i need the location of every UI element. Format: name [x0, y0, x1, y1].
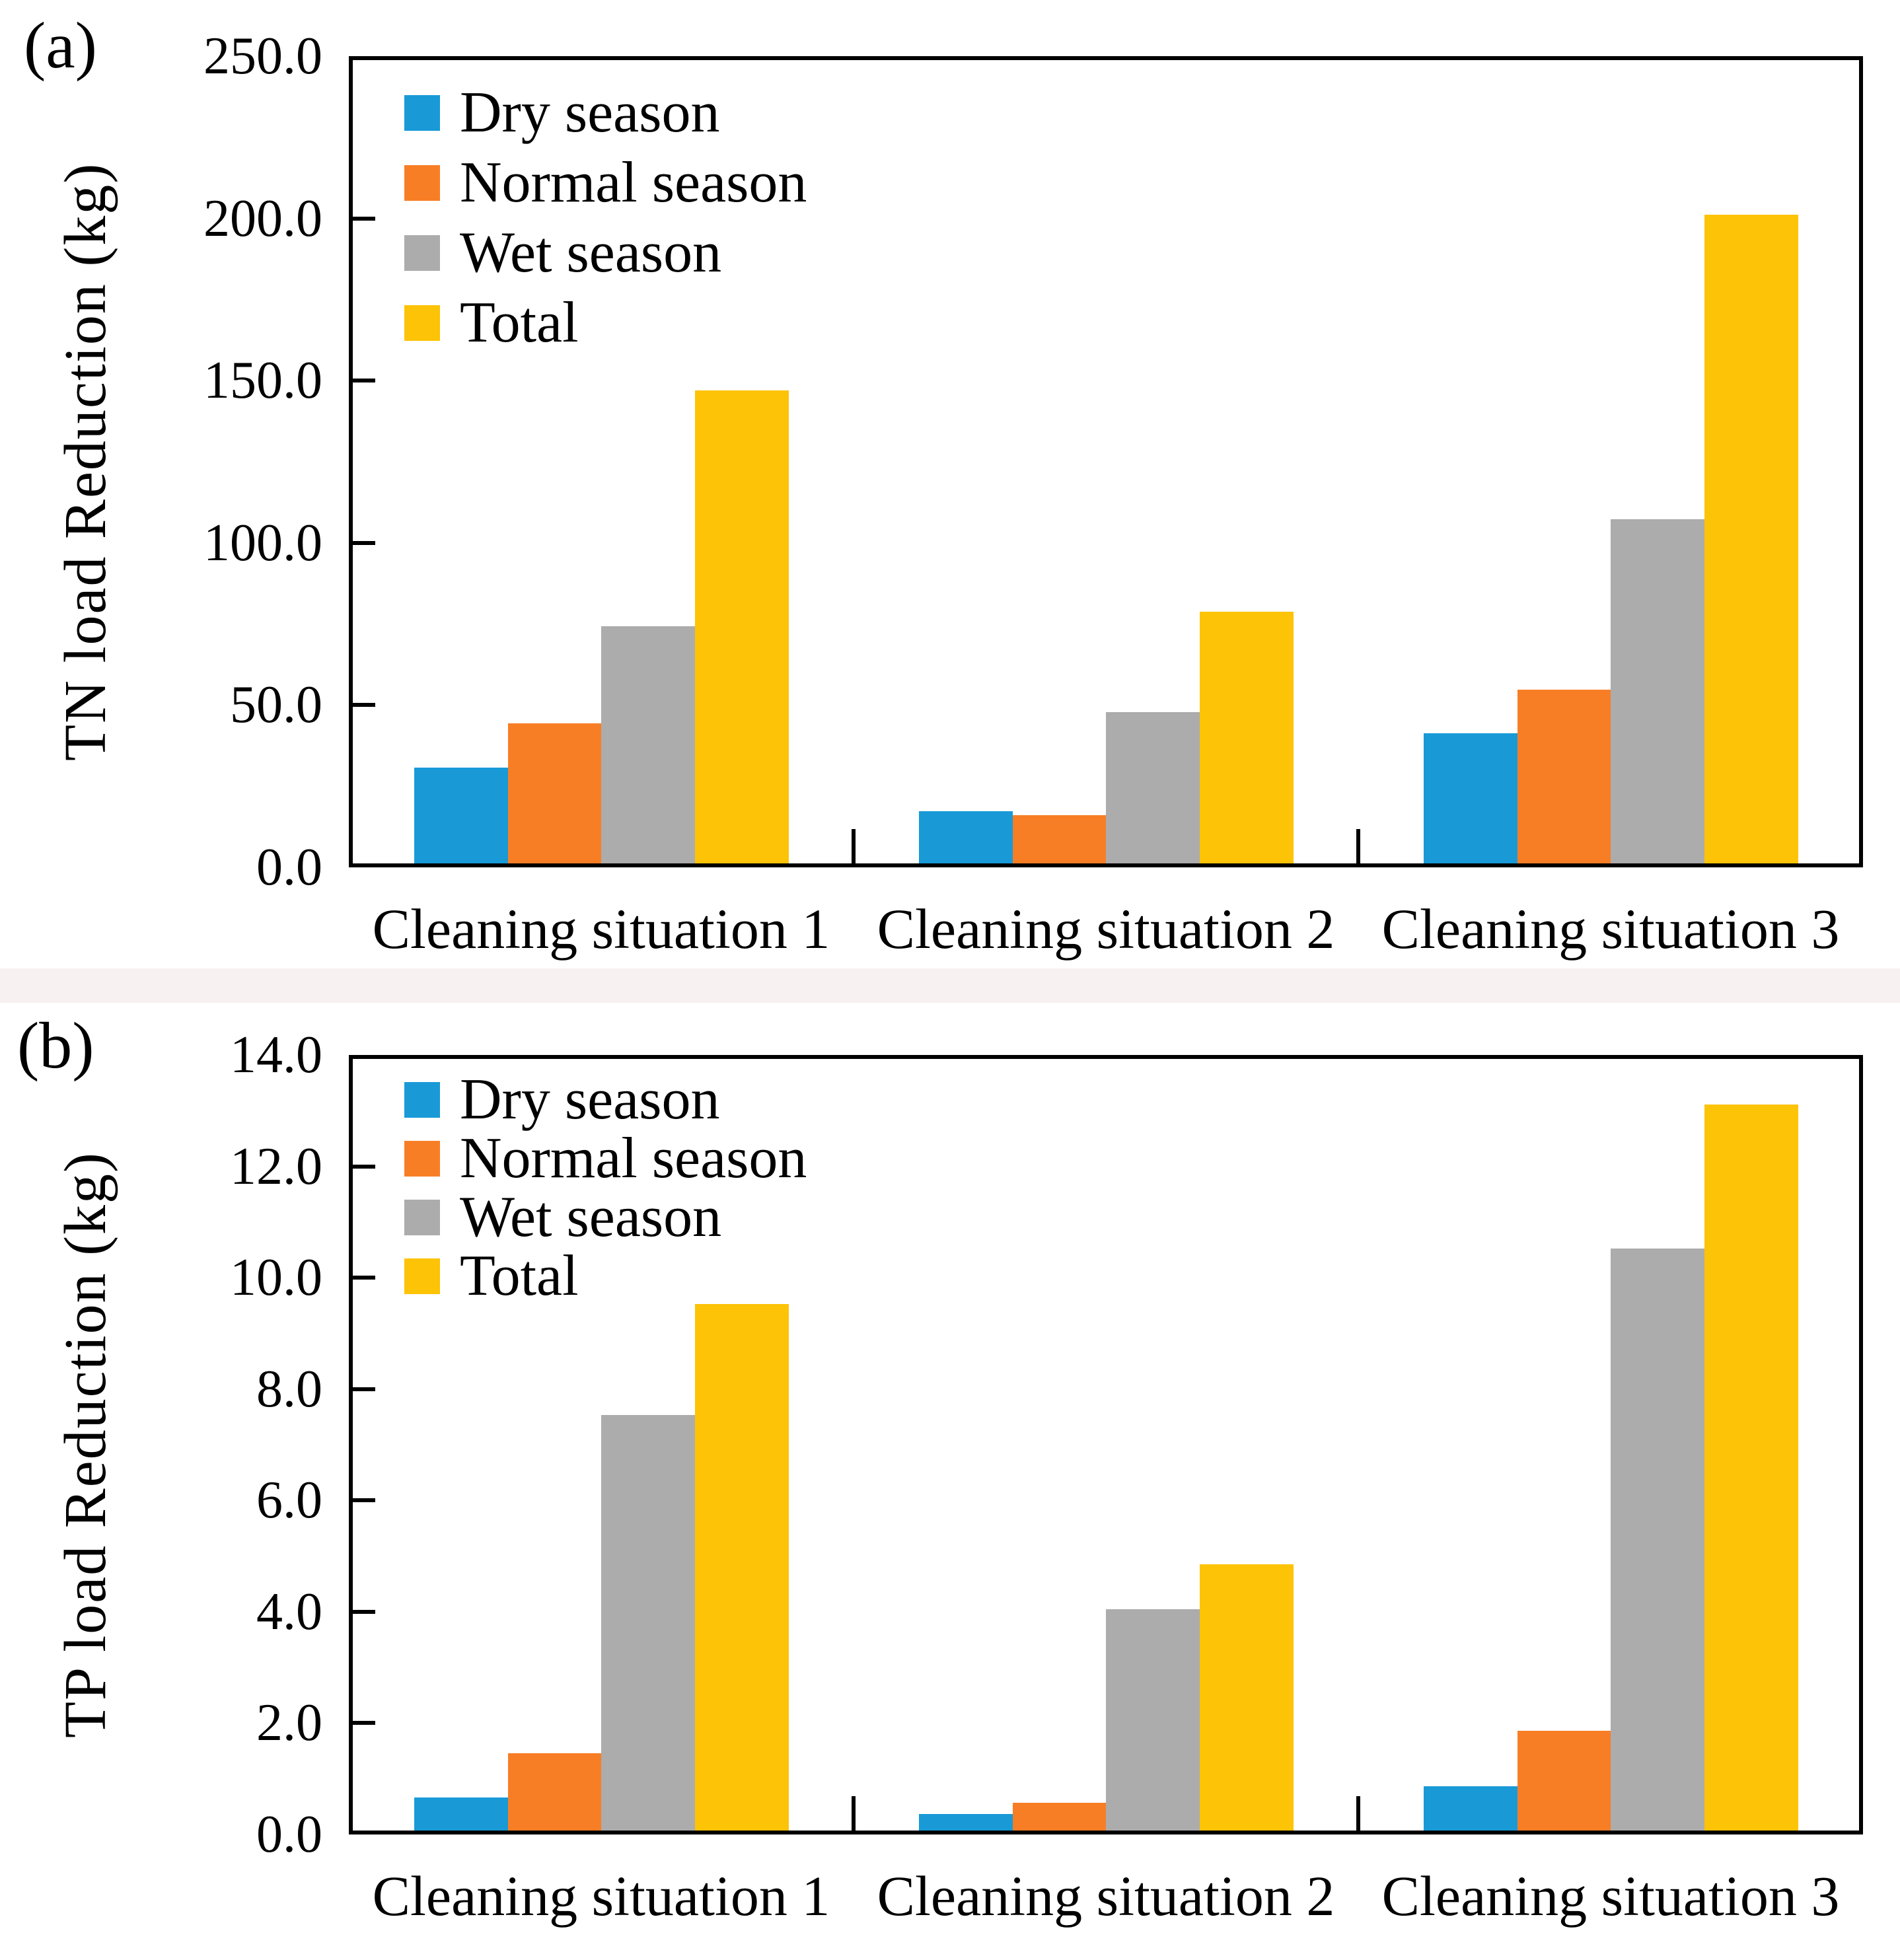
- legend-label-b-dry-season: Dry season: [460, 1068, 720, 1132]
- legend-swatch-b-wet-season: [404, 1200, 440, 1235]
- legend-label-a-dry-season: Dry season: [460, 81, 720, 145]
- y-tick-mark-a-1: [349, 216, 375, 221]
- bar-a-total-cat3: [1704, 215, 1798, 863]
- bar-b-total-cat2: [1199, 1564, 1294, 1831]
- bar-b-wet-season-cat3: [1611, 1249, 1704, 1831]
- bar-b-total-cat3: [1704, 1105, 1798, 1831]
- bar-a-wet-season-cat2: [1106, 712, 1200, 863]
- bar-a-total-cat1: [694, 390, 789, 863]
- panel-label-a: (a): [24, 9, 97, 82]
- y-axis-title-a: TN load Reduction (kg): [53, 162, 118, 762]
- y-tick-mark-b-5: [349, 1609, 375, 1614]
- y-tick-label-b-6: 2.0: [256, 1694, 322, 1753]
- y-tick-label-a-0: 250.0: [203, 27, 322, 85]
- y-tick-label-a-5: 0.0: [256, 838, 322, 896]
- y-tick-label-a-1: 200.0: [203, 189, 322, 248]
- x-tick-mark-b-2: [1356, 1796, 1360, 1834]
- category-label-b-1: Cleaning situation 1: [372, 1864, 830, 1928]
- x-tick-mark-a-2: [1356, 829, 1360, 867]
- y-tick-label-b-0: 14.0: [230, 1026, 322, 1084]
- legend-swatch-b-dry-season: [404, 1082, 440, 1118]
- y-tick-mark-b-2: [349, 1276, 375, 1280]
- bar-a-wet-season-cat1: [601, 626, 695, 863]
- category-label-a-1: Cleaning situation 1: [372, 897, 830, 961]
- x-tick-mark-a-1: [852, 829, 856, 867]
- y-tick-label-b-4: 6.0: [256, 1471, 322, 1530]
- y-tick-label-b-3: 8.0: [256, 1360, 322, 1418]
- bar-b-normal-season-cat2: [1012, 1803, 1107, 1831]
- bar-a-normal-season-cat1: [507, 723, 602, 863]
- category-label-b-2: Cleaning situation 2: [877, 1864, 1335, 1928]
- y-tick-mark-a-3: [349, 540, 375, 545]
- bar-b-wet-season-cat2: [1106, 1609, 1200, 1831]
- bar-b-normal-season-cat1: [507, 1753, 602, 1831]
- category-label-b-3: Cleaning situation 3: [1381, 1864, 1840, 1928]
- bar-b-normal-season-cat3: [1517, 1731, 1611, 1831]
- legend-swatch-a-total: [404, 305, 440, 341]
- y-tick-mark-b-1: [349, 1164, 375, 1169]
- bar-a-normal-season-cat2: [1012, 815, 1107, 863]
- bar-a-dry-season-cat2: [919, 811, 1013, 863]
- legend-label-b-normal-season: Normal season: [460, 1126, 807, 1190]
- legend-label-a-wet-season: Wet season: [460, 221, 722, 285]
- legend-label-b-wet-season: Wet season: [460, 1185, 722, 1249]
- y-tick-mark-a-4: [349, 703, 375, 708]
- scan-tint-band: [0, 968, 1900, 1003]
- legend-label-a-total: Total: [460, 291, 579, 355]
- y-tick-label-a-3: 100.0: [203, 513, 322, 572]
- bar-b-dry-season-cat1: [414, 1797, 508, 1831]
- legend-swatch-b-total: [404, 1258, 440, 1294]
- bar-b-dry-season-cat2: [919, 1814, 1013, 1831]
- bar-b-wet-season-cat1: [601, 1415, 695, 1831]
- legend-swatch-a-dry-season: [404, 95, 440, 131]
- y-tick-label-b-5: 4.0: [256, 1582, 322, 1641]
- y-tick-label-b-2: 10.0: [230, 1249, 322, 1307]
- bar-a-total-cat2: [1199, 612, 1294, 863]
- bar-b-dry-season-cat3: [1424, 1786, 1517, 1831]
- bar-a-dry-season-cat3: [1424, 733, 1517, 863]
- y-tick-label-a-2: 150.0: [203, 351, 322, 410]
- bar-b-total-cat1: [694, 1304, 789, 1831]
- y-tick-label-a-4: 50.0: [230, 676, 322, 735]
- bar-a-dry-season-cat1: [414, 768, 508, 863]
- legend-label-b-total: Total: [460, 1244, 579, 1308]
- legend-label-a-normal-season: Normal season: [460, 151, 807, 215]
- y-tick-label-b-7: 0.0: [256, 1805, 322, 1864]
- y-tick-mark-a-2: [349, 379, 375, 383]
- x-tick-mark-b-1: [852, 1796, 856, 1834]
- legend-swatch-a-wet-season: [404, 235, 440, 271]
- bar-a-normal-season-cat3: [1517, 690, 1611, 863]
- y-tick-mark-b-4: [349, 1498, 375, 1503]
- legend-swatch-a-normal-season: [404, 165, 440, 201]
- panel-label-b: (b): [17, 1009, 94, 1082]
- bar-a-wet-season-cat3: [1611, 519, 1704, 863]
- y-tick-mark-b-3: [349, 1387, 375, 1391]
- y-tick-label-b-1: 12.0: [230, 1137, 322, 1196]
- legend-swatch-b-normal-season: [404, 1141, 440, 1177]
- category-label-a-2: Cleaning situation 2: [877, 897, 1335, 961]
- category-label-a-3: Cleaning situation 3: [1381, 897, 1840, 961]
- y-tick-mark-b-6: [349, 1721, 375, 1725]
